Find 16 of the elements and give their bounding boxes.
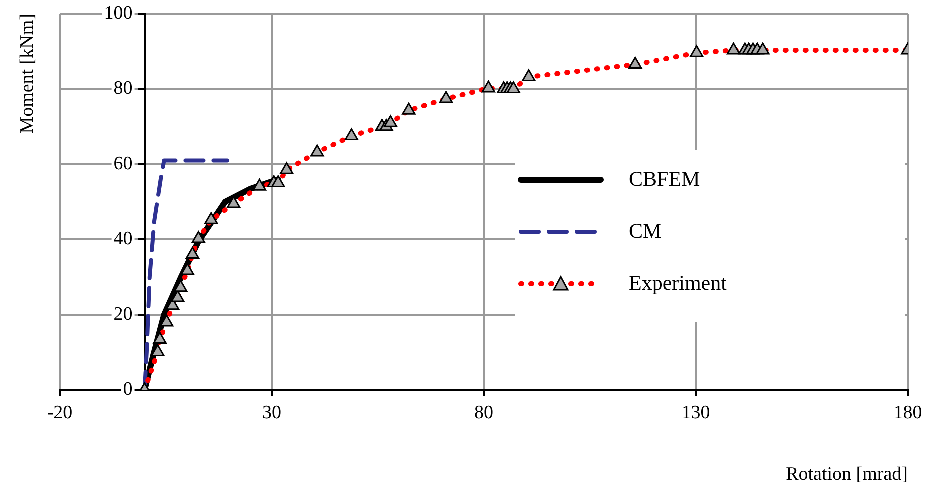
x-tick-label: 30	[262, 402, 282, 424]
legend-label: Experiment	[629, 271, 727, 296]
x-tick-label: -20	[47, 402, 73, 424]
y-axis-title: Moment [kNm]	[16, 14, 38, 134]
y-tick-label: 100	[104, 2, 133, 24]
x-tick-label: 80	[474, 402, 494, 424]
legend-label: CM	[629, 219, 662, 244]
y-tick-label: 20	[114, 304, 133, 325]
x-axis-title: Rotation [mrad]	[786, 464, 908, 485]
y-tick-label: 0	[123, 379, 133, 400]
legend-label: CBFEM	[629, 167, 700, 192]
y-tick-label: 80	[114, 78, 133, 100]
y-tick-label: 40	[114, 228, 133, 250]
x-tick-label: 180	[894, 402, 922, 424]
y-tick-label: 60	[114, 153, 133, 174]
x-tick-label: 130	[682, 402, 710, 424]
